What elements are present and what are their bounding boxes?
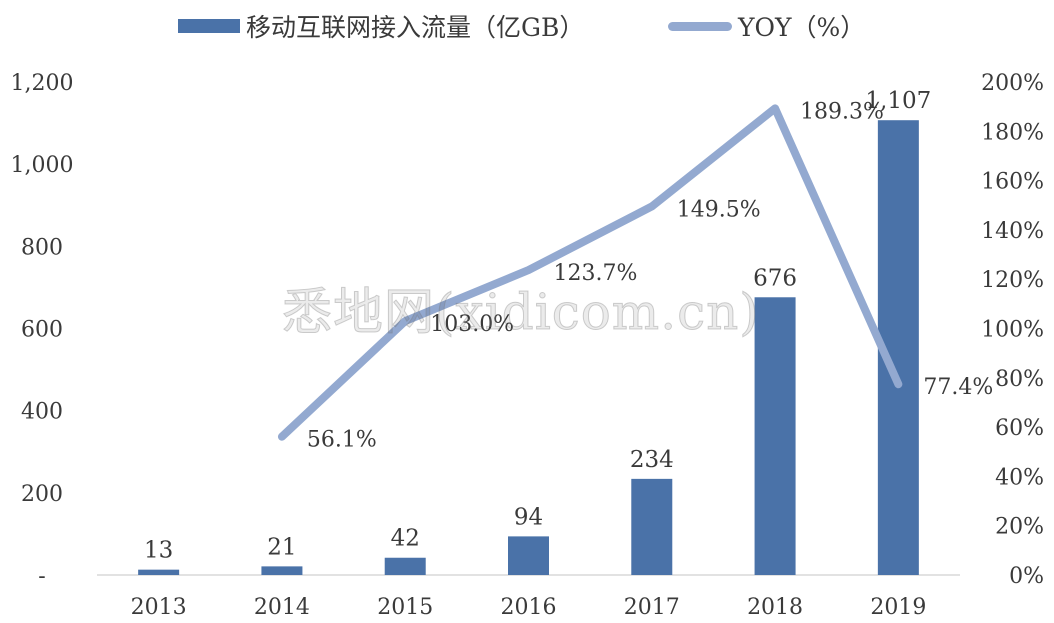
bar-data-label: 676 bbox=[753, 265, 797, 291]
legend-item-traffic: 移动互联网接入流量（亿GB） bbox=[178, 8, 584, 44]
x-tick-label: 2014 bbox=[254, 595, 310, 620]
yoy-data-label: 123.7% bbox=[554, 261, 638, 286]
y-right-tick-label: 140% bbox=[981, 219, 1044, 244]
bar bbox=[138, 569, 180, 575]
bar-data-label: 42 bbox=[391, 526, 420, 552]
yoy-data-label: 149.5% bbox=[677, 197, 761, 222]
bar bbox=[261, 566, 303, 575]
bar-data-label: 21 bbox=[267, 534, 296, 560]
yoy-data-label: 189.3% bbox=[800, 99, 884, 124]
x-tick-label: 2017 bbox=[624, 595, 680, 620]
yoy-line bbox=[277, 104, 903, 441]
chart-legend: 移动互联网接入流量（亿GB） YOY（%） bbox=[0, 8, 1054, 42]
x-tick-label: 2019 bbox=[870, 595, 926, 620]
legend-label-yoy: YOY（%） bbox=[738, 13, 866, 42]
legend-label-traffic: 移动互联网接入流量（亿GB） bbox=[246, 13, 585, 42]
yoy-data-label: 103.0% bbox=[430, 312, 514, 337]
legend-swatch-bar bbox=[178, 19, 240, 33]
x-tick-label: 2015 bbox=[377, 595, 433, 620]
bar-data-label: 1,107 bbox=[865, 88, 931, 114]
y-right-tick-label: 160% bbox=[981, 170, 1044, 195]
y-right-tick-label: 0% bbox=[1009, 564, 1044, 589]
legend-item-yoy: YOY（%） bbox=[668, 8, 865, 44]
x-tick-label: 2016 bbox=[501, 595, 557, 620]
y-right-tick-label: 120% bbox=[981, 268, 1044, 293]
y-left-tick-label: - bbox=[38, 564, 45, 589]
y-left-tick-label: 1,200 bbox=[11, 71, 74, 96]
y-right-tick-label: 200% bbox=[981, 71, 1044, 96]
y-left-tick-label: 200 bbox=[21, 482, 63, 507]
legend-swatch-line bbox=[668, 21, 732, 31]
y-left-tick-label: 600 bbox=[21, 318, 63, 343]
y-right-tick-label: 100% bbox=[981, 318, 1044, 343]
bar bbox=[754, 297, 796, 575]
yoy-data-label: 56.1% bbox=[307, 428, 377, 453]
y-right-tick-label: 40% bbox=[995, 465, 1044, 490]
bar-data-label: 13 bbox=[144, 538, 173, 564]
bar bbox=[508, 536, 549, 575]
y-right-tick-label: 20% bbox=[995, 515, 1044, 540]
yoy-data-label: 77.4% bbox=[923, 375, 993, 400]
y-right-tick-label: 180% bbox=[981, 120, 1044, 145]
x-tick-label: 2013 bbox=[131, 595, 187, 620]
y-right-tick-label: 60% bbox=[995, 416, 1044, 441]
watermark-text: 悉地网(xidicom.cn) bbox=[282, 283, 760, 342]
x-tick-label: 2018 bbox=[747, 595, 803, 620]
y-right-tick-label: 80% bbox=[995, 367, 1044, 392]
y-left-tick-label: 800 bbox=[21, 235, 63, 260]
bar-data-label: 94 bbox=[514, 504, 543, 530]
y-left-tick-label: 400 bbox=[21, 400, 63, 425]
y-left-tick-label: 1,000 bbox=[11, 153, 74, 178]
bar bbox=[384, 557, 426, 575]
bar bbox=[631, 478, 673, 575]
bar-data-label: 234 bbox=[630, 447, 674, 473]
